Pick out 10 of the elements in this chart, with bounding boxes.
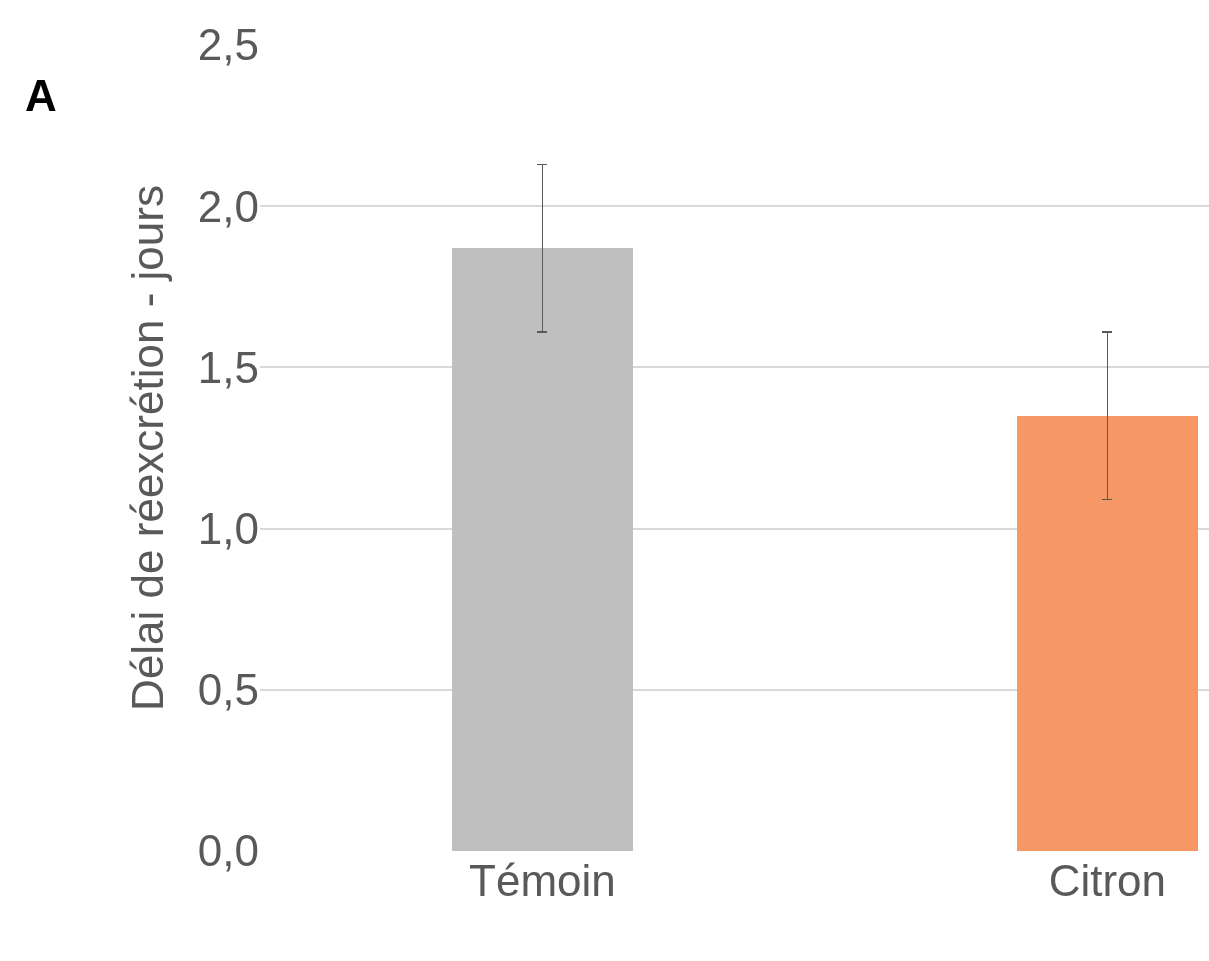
y-tick-label: 1,5 — [197, 342, 259, 392]
y-tick-label: 2,0 — [197, 181, 259, 231]
text: A — [25, 71, 57, 120]
x-tick-label: Citron — [1048, 856, 1167, 905]
y-tick-label: 2,5 — [197, 20, 259, 70]
x-tick-label: Témoin — [469, 856, 616, 905]
y-tick-label: 1,0 — [197, 504, 259, 553]
y-tick-label: 0,0 — [197, 826, 259, 876]
y-tick-label: 0,5 — [197, 665, 259, 715]
y-axis-title: Délai de réexcrétion - jours — [122, 185, 172, 711]
